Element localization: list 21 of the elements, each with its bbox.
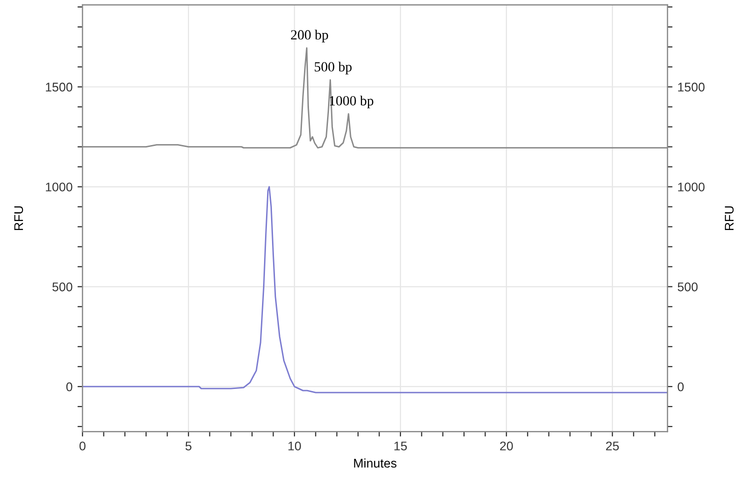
x-tick-label: 5 [186, 442, 192, 450]
x-tick-label: 25 [606, 442, 619, 450]
y-tick-label: 1000 [46, 182, 72, 192]
y2-tick-label: 500 [678, 282, 698, 292]
x-tick-label: 15 [394, 442, 407, 450]
x-tick-label: 10 [288, 442, 301, 450]
line-series [82, 186, 668, 394]
annotation: 200 bp [291, 30, 328, 42]
annotation: 1000 bp [330, 96, 374, 108]
y-axis-title: RFU [14, 206, 24, 230]
y2-tick-label: 1000 [678, 182, 705, 192]
y-tick-label: 500 [52, 282, 72, 292]
y2-tick-label: 0 [678, 382, 684, 392]
annotation: 500 bp [314, 62, 352, 74]
y-tick-label: 0 [66, 382, 72, 392]
x-tick-label: 20 [500, 442, 513, 450]
y2-axis-title: RFU [724, 206, 734, 230]
y2-tick-label: 1500 [678, 82, 705, 92]
y-tick-label: 1500 [46, 82, 72, 92]
x-tick-label: 0 [80, 442, 86, 450]
x-axis-title: Minutes [354, 458, 396, 468]
